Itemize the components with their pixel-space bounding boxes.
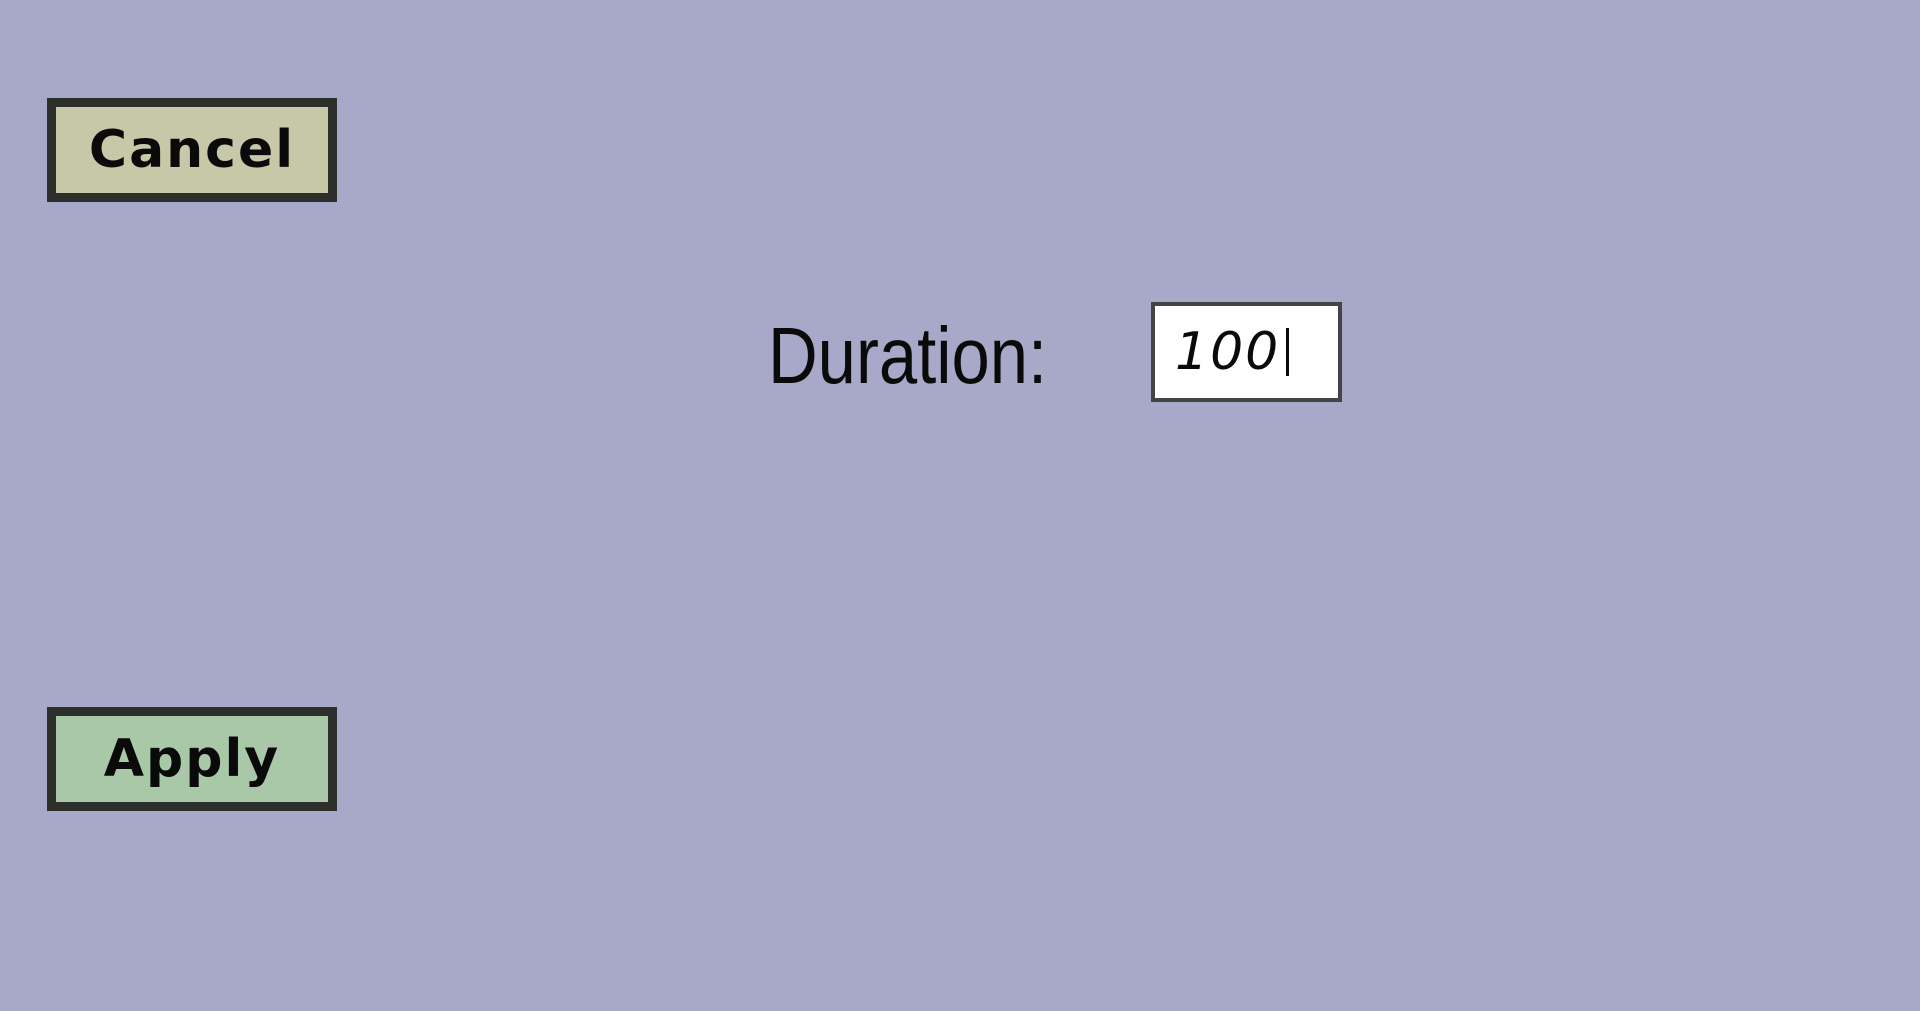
duration-input[interactable]: 100 xyxy=(1151,302,1342,402)
cancel-button[interactable]: Cancel xyxy=(47,98,337,202)
duration-value: 100 xyxy=(1175,322,1281,382)
text-cursor xyxy=(1286,328,1290,376)
duration-label: Duration: xyxy=(768,311,1048,400)
apply-button[interactable]: Apply xyxy=(47,707,337,811)
